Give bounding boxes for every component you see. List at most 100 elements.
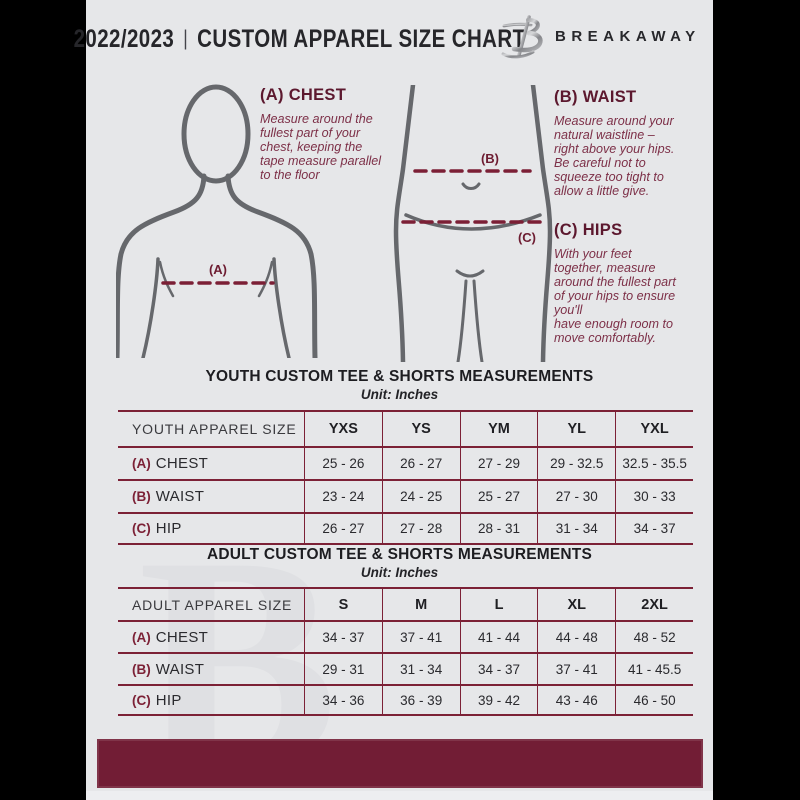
row-prefix: (A) [132, 629, 151, 645]
column-header: YXL [615, 412, 693, 446]
table-row: (C) HIP 34 - 36 36 - 39 39 - 42 43 - 46 … [118, 684, 693, 716]
value-cell: 37 - 41 [537, 654, 615, 684]
row-label: WAIST [155, 488, 205, 505]
column-header: YXS [304, 412, 382, 446]
row-label-cell: (C) HIP [118, 686, 304, 714]
upper-body-diagram: (A) [116, 84, 318, 358]
value-cell: 26 - 27 [304, 514, 382, 543]
hips-body-text: With your feet together, measure around … [554, 247, 676, 345]
value-cell: 39 - 42 [459, 686, 538, 714]
value-cell: 48 - 52 [615, 622, 693, 652]
brand-lockup: BREAKAWAY [500, 13, 701, 60]
row-label: CHEST [155, 628, 209, 646]
value-cell: 24 - 25 [381, 481, 460, 512]
column-header: M [381, 589, 460, 620]
title-separator: | [183, 26, 189, 50]
table-row: (A) CHEST 25 - 26 26 - 27 27 - 29 29 - 3… [118, 446, 693, 479]
value-cell: 34 - 37 [615, 514, 693, 543]
column-header: S [304, 589, 382, 620]
youth-size-table: YOUTH APPAREL SIZE YXS YS YM YL YXL (A) … [118, 410, 693, 545]
value-cell: 23 - 24 [304, 481, 382, 512]
chart-title: CUSTOM APPAREL SIZE CHART [197, 25, 526, 53]
table-row: (B) WAIST 29 - 31 31 - 34 34 - 37 37 - 4… [118, 652, 693, 684]
row-label-cell: (B) WAIST [118, 654, 304, 684]
row-label-cell: (A) CHEST [118, 448, 304, 479]
hips-instruction: (C) HIPS With your feet together, measur… [554, 221, 722, 345]
row-label-cell: (C) HIP [118, 514, 304, 543]
lower-body-diagram: (B) (C) [393, 85, 553, 362]
page-title: 2022/2023 | CUSTOM APPAREL SIZE CHART [74, 25, 526, 54]
value-cell: 29 - 32.5 [537, 448, 615, 479]
column-header: YOUTH APPAREL SIZE [132, 421, 297, 437]
value-cell: 41 - 44 [459, 622, 538, 652]
value-cell: 27 - 28 [381, 514, 460, 543]
waist-line-label: (B) [481, 151, 499, 166]
column-header: YL [537, 412, 615, 446]
column-header: L [459, 589, 538, 620]
value-cell: 43 - 46 [537, 686, 615, 714]
chest-line-label: (A) [209, 262, 227, 277]
hip-line-label: (C) [518, 230, 536, 245]
chest-heading: (A) CHEST [260, 86, 347, 104]
waist-heading: (B) WAIST [554, 88, 637, 106]
value-cell: 29 - 31 [304, 654, 382, 684]
value-cell: 34 - 37 [459, 654, 538, 684]
season-label: 2022/2023 [74, 25, 175, 53]
value-cell: 30 - 33 [615, 481, 693, 512]
value-cell: 27 - 29 [459, 448, 538, 479]
table-header-row: YOUTH APPAREL SIZE YXS YS YM YL YXL [118, 410, 693, 446]
youth-table-unit: Unit: Inches [360, 387, 439, 402]
hips-heading: (C) HIPS [554, 221, 623, 239]
column-header: XL [537, 589, 615, 620]
value-cell: 27 - 30 [537, 481, 615, 512]
waist-body-text: Measure around your natural waistline – … [554, 114, 675, 198]
value-cell: 37 - 41 [381, 622, 460, 652]
column-header: YS [381, 412, 460, 446]
adult-table-unit: Unit: Inches [360, 565, 439, 580]
row-label: CHEST [155, 455, 209, 472]
head-outline [181, 84, 251, 184]
youth-table-title: YOUTH CUSTOM TEE & SHORTS MEASUREMENTS [205, 368, 594, 385]
table-header-row: ADULT APPAREL SIZE S M L XL 2XL [118, 587, 693, 620]
value-cell: 31 - 34 [537, 514, 615, 543]
waist-instruction: (B) WAIST Measure around your natural wa… [554, 88, 722, 198]
size-chart-document: B 2022/2023 | CUSTOM APPAREL SIZE CHART [74, 0, 713, 800]
row-label: WAIST [155, 660, 205, 678]
row-label-cell: (B) WAIST [118, 481, 304, 512]
table-row: (B) WAIST 23 - 24 24 - 25 25 - 27 27 - 3… [118, 479, 693, 512]
row-label: HIP [155, 520, 182, 537]
row-prefix: (C) [132, 521, 151, 536]
chest-instruction: (A) CHEST Measure around the fullest par… [260, 86, 422, 182]
column-header: ADULT APPAREL SIZE [132, 596, 293, 613]
row-prefix: (B) [132, 489, 151, 504]
row-label-cell: (A) CHEST [118, 622, 304, 652]
value-cell: 44 - 48 [537, 622, 615, 652]
value-cell: 25 - 27 [459, 481, 538, 512]
row-prefix: (C) [132, 692, 151, 708]
value-cell: 46 - 50 [615, 686, 693, 714]
brand-name: BREAKAWAY [555, 28, 701, 45]
row-prefix: (A) [132, 456, 151, 471]
value-cell: 32.5 - 35.5 [615, 448, 693, 479]
row-prefix: (B) [132, 661, 151, 677]
value-cell: 34 - 37 [304, 622, 382, 652]
chest-body-text: Measure around the fullest part of your … [260, 112, 382, 182]
row-label: HIP [155, 691, 182, 709]
adult-table-title: ADULT CUSTOM TEE & SHORTS MEASUREMENTS [206, 546, 593, 563]
value-cell: 34 - 36 [304, 686, 382, 714]
value-cell: 36 - 39 [381, 686, 460, 714]
value-cell: 31 - 34 [381, 654, 460, 684]
value-cell: 26 - 27 [381, 448, 460, 479]
table-row: (A) CHEST 34 - 37 37 - 41 41 - 44 44 - 4… [118, 620, 693, 652]
footer-accent-bar [97, 739, 703, 788]
column-header: 2XL [615, 589, 693, 620]
breakaway-logo-icon [501, 15, 543, 59]
column-header: YM [459, 412, 538, 446]
value-cell: 41 - 45.5 [615, 654, 693, 684]
value-cell: 28 - 31 [459, 514, 538, 543]
adult-size-table: ADULT APPAREL SIZE S M L XL 2XL (A) CHES… [118, 587, 693, 716]
value-cell: 25 - 26 [304, 448, 382, 479]
page-bottom-edge [86, 791, 713, 800]
table-row: (C) HIP 26 - 27 27 - 28 28 - 31 31 - 34 … [118, 512, 693, 545]
